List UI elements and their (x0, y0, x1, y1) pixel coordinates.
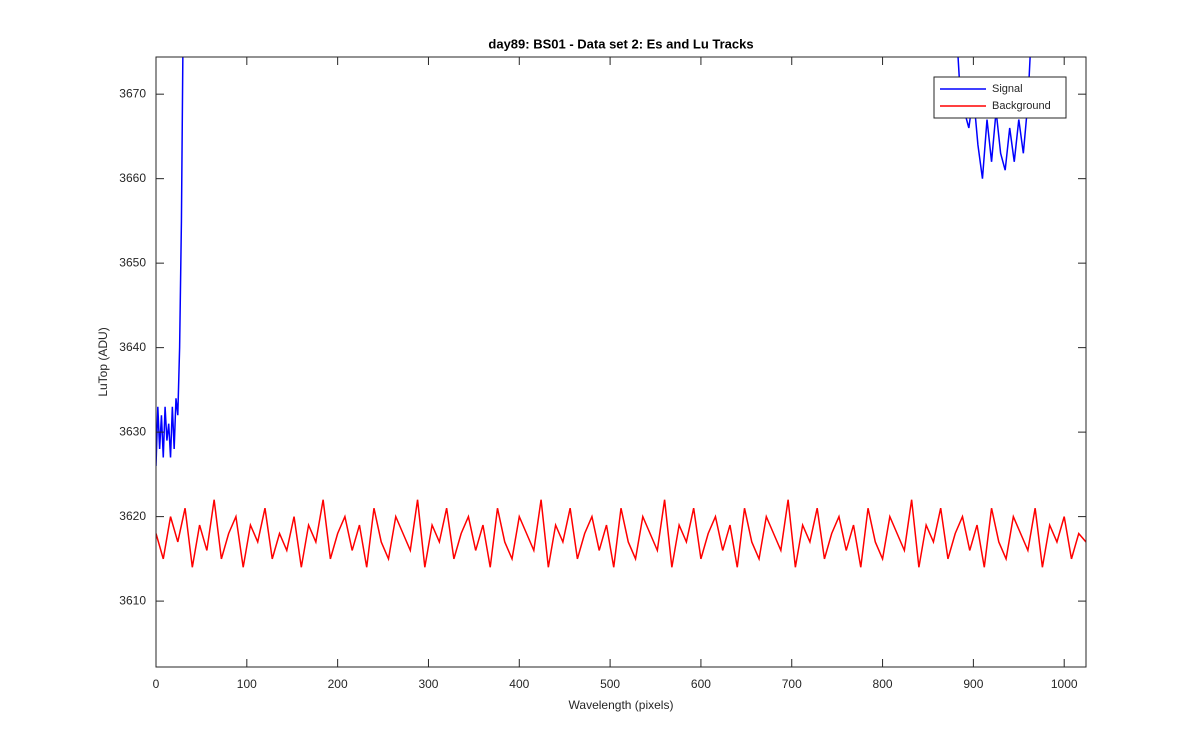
x-tick-label: 500 (600, 677, 620, 691)
y-tick-label: 3610 (119, 593, 146, 607)
axes-box (155, 56, 1087, 668)
y-tick-label: 3640 (119, 340, 146, 354)
y-tick-label: 3660 (119, 171, 146, 185)
chart-title: day89: BS01 - Data set 2: Es and Lu Trac… (488, 36, 753, 51)
y-axis-label: LuTop (ADU) (96, 327, 110, 396)
legend-label: Signal (992, 83, 1023, 95)
x-tick-label: 1000 (1051, 677, 1078, 691)
y-tick-label: 3620 (119, 509, 146, 523)
x-tick-label: 400 (509, 677, 529, 691)
x-tick-label: 0 (153, 677, 160, 691)
legend-box (933, 76, 1067, 119)
x-tick-label: 800 (873, 677, 893, 691)
plot-area (156, 57, 1086, 667)
x-tick-label: 900 (963, 677, 983, 691)
legend-label: Background (992, 100, 1051, 112)
y-tick-label: 3630 (119, 424, 146, 438)
y-tick-label: 3650 (119, 255, 146, 269)
x-tick-label: 300 (418, 677, 438, 691)
x-tick-label: 200 (328, 677, 348, 691)
x-tick-label: 600 (691, 677, 711, 691)
series-line (156, 499, 1086, 568)
x-tick-label: 100 (237, 677, 257, 691)
x-axis-label: Wavelength (pixels) (569, 698, 674, 712)
y-tick-label: 3670 (119, 86, 146, 100)
x-tick-label: 700 (782, 677, 802, 691)
